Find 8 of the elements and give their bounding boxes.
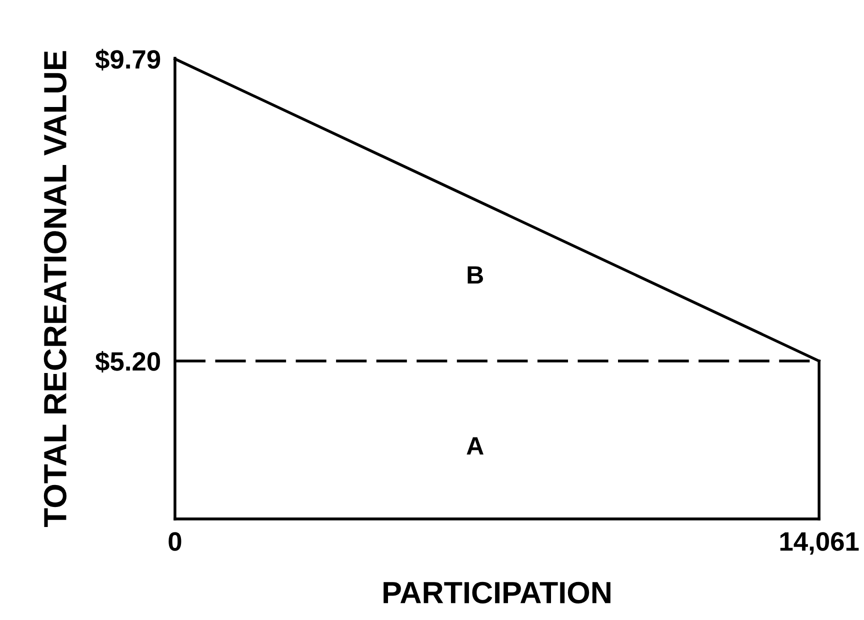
annotation: B [468, 266, 484, 284]
y-tick-label: $9.79 [95, 48, 160, 70]
y-axis-title: TOTAL RECREATIONAL VALUE [44, 51, 67, 527]
x-axis-title: PARTICIPATION [384, 582, 610, 604]
x-tick-label: 14,061 [780, 532, 859, 555]
x-tick-label: 0 [168, 532, 182, 551]
y-tick-label: $5.20 [95, 350, 160, 373]
annotation: A [466, 437, 484, 454]
